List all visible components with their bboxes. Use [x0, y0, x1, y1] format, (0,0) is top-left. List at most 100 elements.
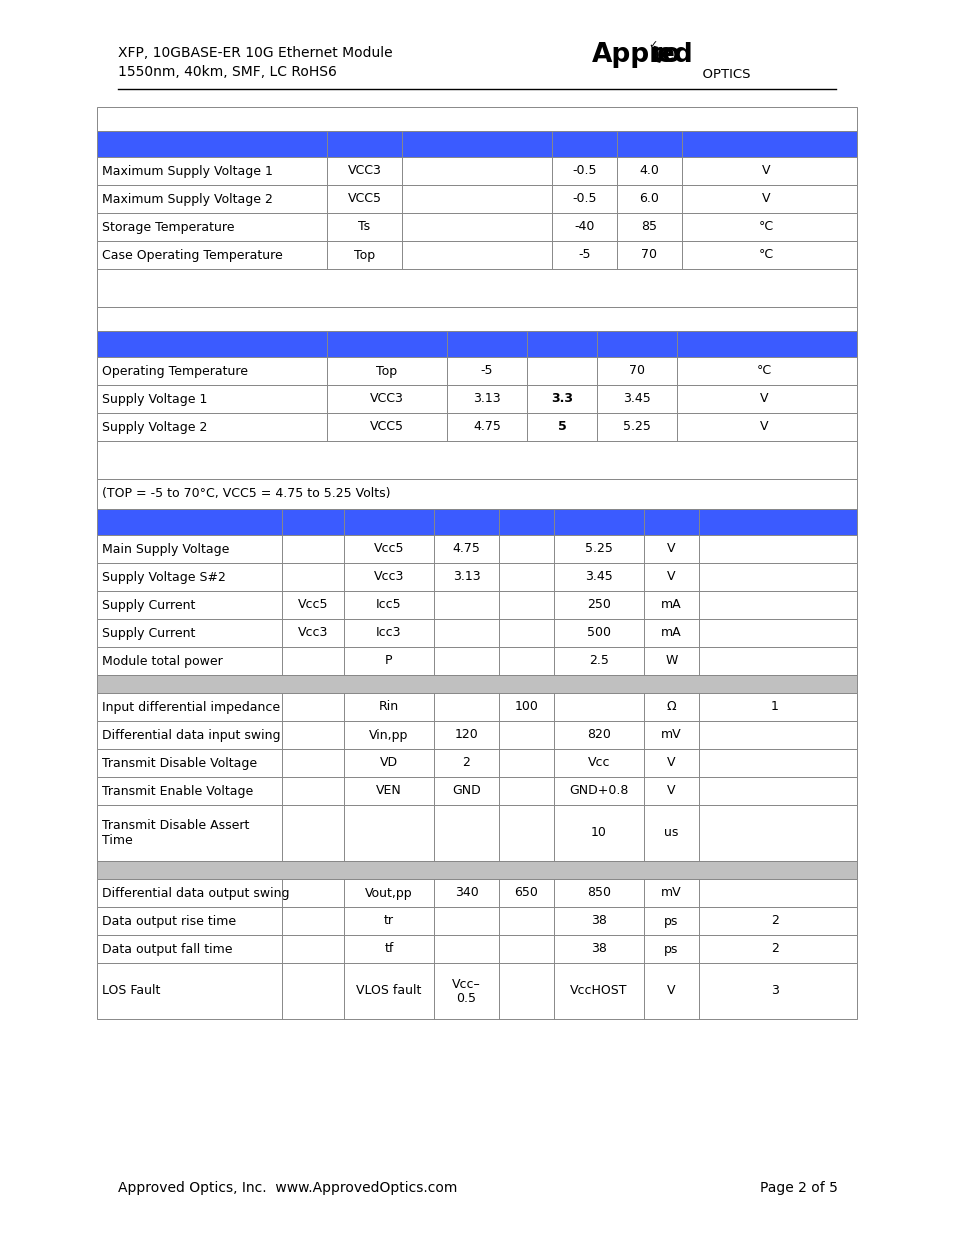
Text: Vout,pp: Vout,pp: [365, 887, 413, 899]
Text: VCC5: VCC5: [370, 420, 403, 433]
Text: 820: 820: [586, 729, 610, 741]
Text: GND+0.8: GND+0.8: [569, 784, 628, 798]
Text: VCC5: VCC5: [347, 193, 381, 205]
Text: ps: ps: [663, 914, 678, 927]
Bar: [97, 879, 856, 906]
Text: 3.3: 3.3: [551, 393, 573, 405]
Bar: [97, 805, 856, 861]
Text: -40: -40: [574, 221, 594, 233]
Text: Data output rise time: Data output rise time: [102, 914, 236, 927]
Text: tf: tf: [384, 942, 394, 956]
Text: 4.75: 4.75: [473, 420, 500, 433]
Text: V: V: [666, 784, 675, 798]
Text: -0.5: -0.5: [572, 193, 597, 205]
Text: Maximum Supply Voltage 2: Maximum Supply Voltage 2: [102, 193, 273, 205]
Text: Maximum Supply Voltage 1: Maximum Supply Voltage 1: [102, 164, 273, 178]
Bar: [97, 935, 856, 963]
Bar: [97, 647, 856, 676]
Text: ed: ed: [657, 42, 693, 68]
Text: VLOS fault: VLOS fault: [355, 984, 421, 998]
Text: (TOP = -5 to 70°C, VCC5 = 4.75 to 5.25 Volts): (TOP = -5 to 70°C, VCC5 = 4.75 to 5.25 V…: [102, 488, 390, 500]
Text: Rin: Rin: [378, 700, 398, 714]
Text: Supply Voltage 1: Supply Voltage 1: [102, 393, 207, 405]
Text: 1: 1: [770, 700, 778, 714]
Text: 2: 2: [770, 914, 778, 927]
Text: V: V: [666, 757, 675, 769]
Text: Storage Temperature: Storage Temperature: [102, 221, 234, 233]
Text: ps: ps: [663, 942, 678, 956]
Text: 85: 85: [640, 221, 657, 233]
Text: VCC3: VCC3: [347, 164, 381, 178]
Text: Supply Current: Supply Current: [102, 599, 195, 611]
Text: LOS Fault: LOS Fault: [102, 984, 160, 998]
Text: 2: 2: [462, 757, 470, 769]
Text: 70: 70: [628, 364, 644, 378]
Text: 2.5: 2.5: [588, 655, 608, 667]
Text: 70: 70: [640, 248, 657, 262]
Text: XFP, 10GBASE-ER 10G Ethernet Module: XFP, 10GBASE-ER 10G Ethernet Module: [118, 46, 393, 61]
Text: Page 2 of 5: Page 2 of 5: [760, 1181, 837, 1195]
Bar: [97, 861, 856, 879]
Bar: [97, 412, 856, 441]
Text: 650: 650: [514, 887, 537, 899]
Bar: [97, 906, 856, 935]
Bar: [97, 212, 856, 241]
Text: -5: -5: [480, 364, 493, 378]
Bar: [97, 535, 856, 563]
Text: Supply Current: Supply Current: [102, 626, 195, 640]
Text: Differential data input swing: Differential data input swing: [102, 729, 280, 741]
Text: VEN: VEN: [375, 784, 401, 798]
Text: P: P: [385, 655, 393, 667]
Text: Vcc–: Vcc–: [452, 977, 480, 990]
Text: Differential data output swing: Differential data output swing: [102, 887, 289, 899]
Text: v: v: [646, 41, 670, 70]
Text: V: V: [759, 420, 767, 433]
Text: 5.25: 5.25: [622, 420, 650, 433]
Bar: [97, 385, 856, 412]
Text: 5: 5: [558, 420, 566, 433]
Bar: [97, 777, 856, 805]
Text: 2: 2: [770, 942, 778, 956]
Bar: [97, 131, 856, 157]
Text: 120: 120: [455, 729, 477, 741]
Text: V: V: [666, 984, 675, 998]
Text: VccHOST: VccHOST: [570, 984, 627, 998]
Text: Supply Voltage S#2: Supply Voltage S#2: [102, 571, 226, 583]
Text: mA: mA: [660, 626, 681, 640]
Text: 3.13: 3.13: [453, 571, 479, 583]
Bar: [97, 563, 856, 592]
Text: 10: 10: [591, 826, 606, 840]
Text: Ω: Ω: [666, 700, 676, 714]
Bar: [97, 592, 856, 619]
Bar: [97, 185, 856, 212]
Text: 850: 850: [586, 887, 610, 899]
Text: Operating Temperature: Operating Temperature: [102, 364, 248, 378]
Text: Top: Top: [354, 248, 375, 262]
Text: OPTICS: OPTICS: [592, 68, 750, 82]
Bar: [97, 676, 856, 693]
Text: 3.45: 3.45: [584, 571, 612, 583]
Bar: [97, 308, 856, 331]
Bar: [97, 157, 856, 185]
Text: Vcc: Vcc: [587, 757, 610, 769]
Bar: [97, 357, 856, 385]
Text: °C: °C: [759, 248, 773, 262]
Text: Main Supply Voltage: Main Supply Voltage: [102, 542, 229, 556]
Bar: [97, 509, 856, 535]
Text: GND: GND: [452, 784, 480, 798]
Text: -0.5: -0.5: [572, 164, 597, 178]
Text: Icc5: Icc5: [375, 599, 401, 611]
Text: Vcc5: Vcc5: [374, 542, 404, 556]
Text: -5: -5: [578, 248, 590, 262]
Text: us: us: [663, 826, 678, 840]
Text: Transmit Disable Voltage: Transmit Disable Voltage: [102, 757, 257, 769]
Text: VCC3: VCC3: [370, 393, 403, 405]
Bar: [97, 241, 856, 269]
Bar: [97, 107, 856, 131]
Text: °C: °C: [756, 364, 771, 378]
Text: Vcc3: Vcc3: [374, 571, 404, 583]
Bar: [97, 693, 856, 721]
Text: Top: Top: [376, 364, 397, 378]
Text: V: V: [761, 164, 770, 178]
Bar: [97, 269, 856, 308]
